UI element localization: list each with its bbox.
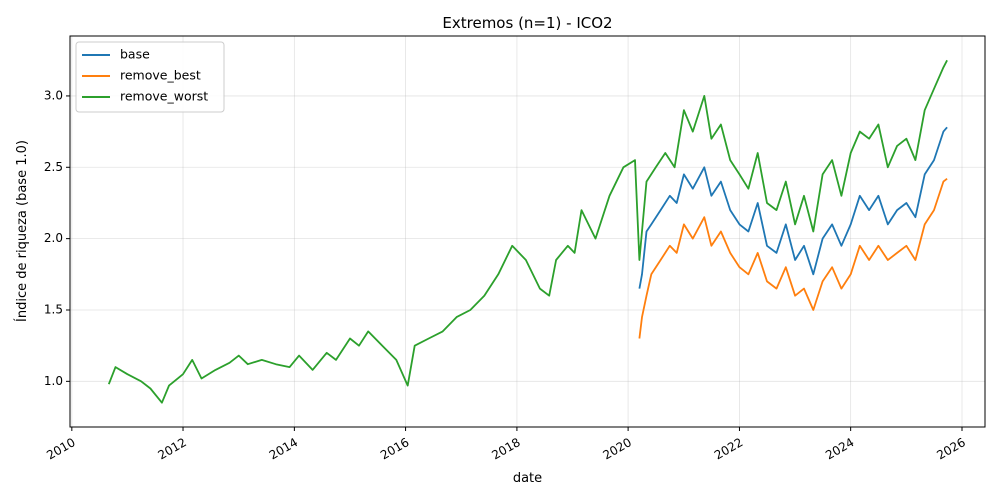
legend-label: remove_worst [120, 89, 208, 104]
series-line-remove-best [638, 177, 948, 339]
y-axis: 1.0 1.5 2.0 2.5 3.0 [44, 88, 70, 388]
y-tick-label: 3.0 [44, 88, 63, 102]
series-line-remove-worst [107, 59, 948, 404]
legend-box [75, 41, 225, 113]
y-tick-label: 1.0 [44, 374, 63, 388]
grid [70, 36, 985, 427]
legend-label: remove_best [120, 68, 201, 83]
y-axis-label: Índice de riqueza (base 1.0) [14, 140, 30, 322]
chart-title: Extremos (n=1) - ICO2 [442, 14, 612, 32]
legend-label: base [120, 47, 150, 62]
legend: base remove_best remove_worst [75, 41, 225, 113]
y-tick-label: 2.0 [44, 231, 63, 245]
plot-frame [69, 35, 986, 428]
series-line-base [638, 126, 948, 289]
x-axis-label: date [513, 471, 542, 486]
series-lines [107, 59, 948, 404]
y-tick-label: 1.5 [44, 302, 63, 316]
y-tick-label: 2.5 [44, 160, 63, 174]
